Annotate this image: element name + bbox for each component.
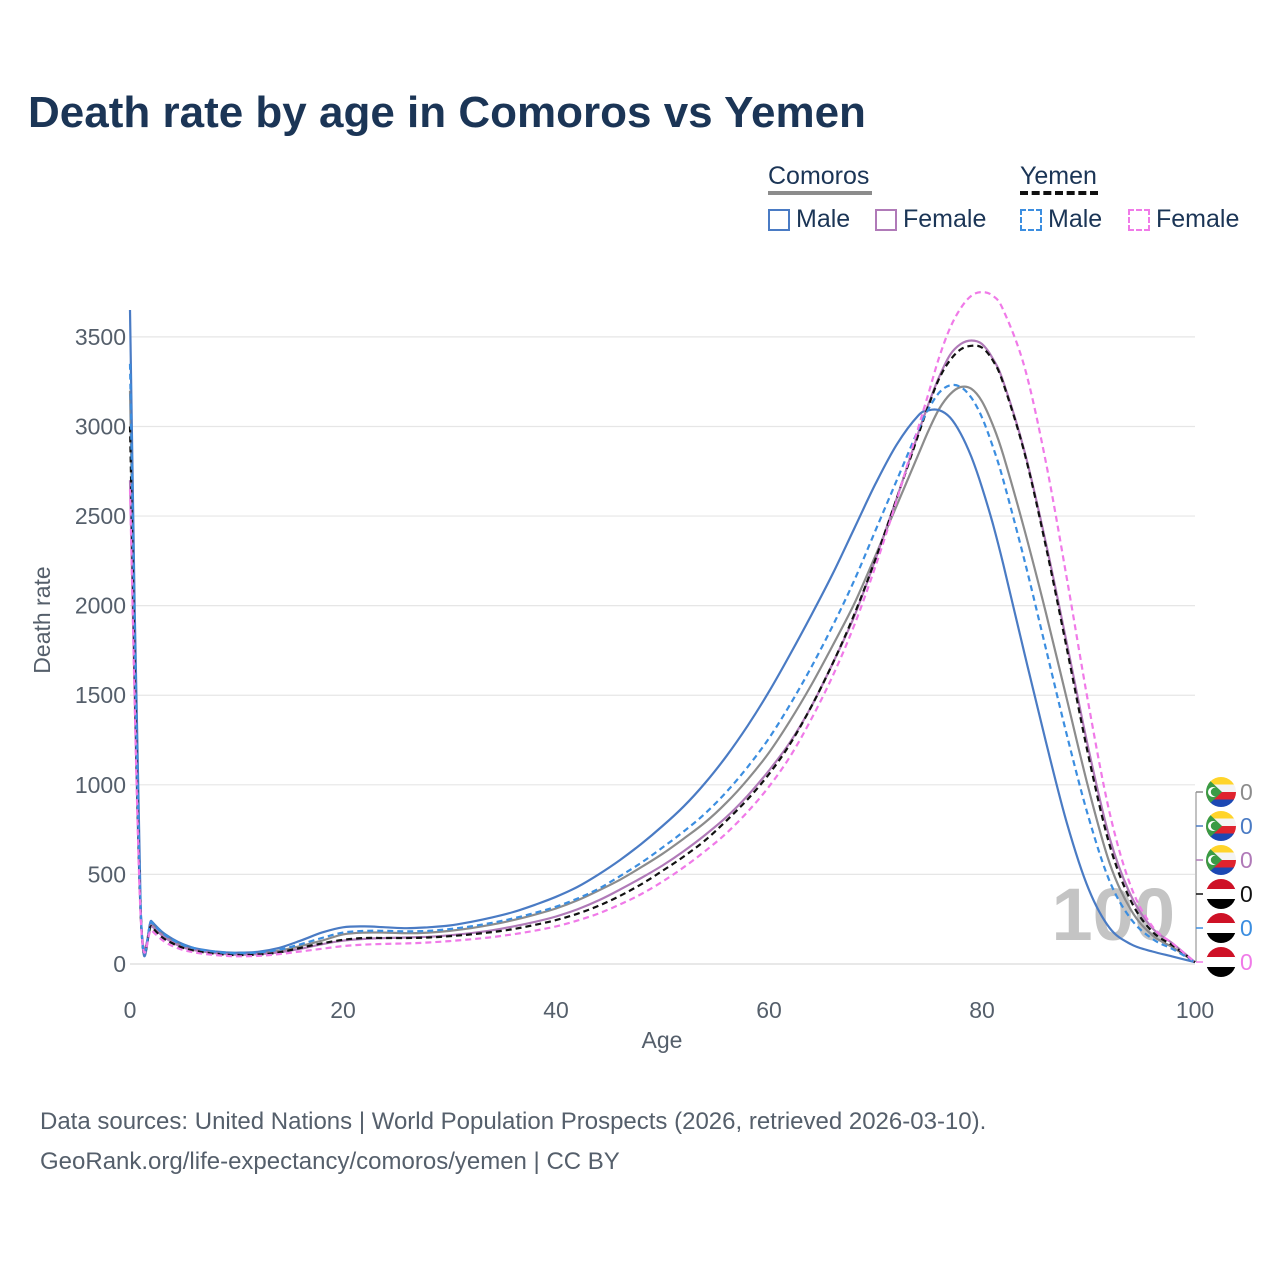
comoros-flag-icon [1206,811,1236,841]
end-label-value: 0 [1240,881,1253,907]
end-label-value: 0 [1240,949,1253,975]
legend-swatch [1020,208,1042,231]
axes: 0 500 1000 1500 2000 2500 3000 3500 0 20 40 60 80 100 [75,324,1214,1023]
legend-swatch [768,208,790,231]
yemen-flag-icon [1206,879,1236,909]
y-tick-label: 1500 [75,682,126,708]
legend-group-yemen[interactable]: Yemen [1020,162,1097,190]
comoros-flag-icon [1206,845,1236,875]
y-tick-label: 1000 [75,772,126,798]
y-tick-label: 2500 [75,503,126,529]
page-title: Death rate by age in Comoros vs Yemen [28,88,866,137]
y-tick-label: 3000 [75,413,126,439]
legend-line-comoros [768,191,872,195]
x-axis-label: Age [642,1027,683,1053]
y-tick-label: 0 [113,951,126,977]
legend-item-yemen-female[interactable]: Female [1128,205,1239,234]
series-line-yemen-female[interactable] [128,290,1196,964]
legend-swatch [875,208,897,231]
year-watermark-group: 100 [1052,873,1175,956]
legend-label: Female [903,205,987,233]
year-watermark: 100 [1052,873,1175,956]
x-tick-label: 0 [124,997,137,1023]
end-label-value: 0 [1240,779,1253,805]
yemen-flag-icon [1206,947,1236,977]
legend-label: Male [796,205,851,233]
series-line-yemen-total[interactable] [128,344,1196,964]
x-tick-label: 80 [969,997,995,1023]
end-label-value: 0 [1240,847,1253,873]
end-label-value: 0 [1240,915,1253,941]
y-tick-label: 500 [88,861,126,887]
series-line-yemen-male[interactable] [128,363,1196,964]
end-label-value: 0 [1240,813,1253,839]
legend-item-comoros-male[interactable]: Male [768,205,850,234]
grid [130,336,1195,876]
x-tick-label: 60 [756,997,782,1023]
legend-label: Male [1048,205,1103,233]
legend-label: Female [1156,205,1240,233]
yemen-flag-icon [1206,913,1236,943]
x-tick-label: 100 [1176,997,1214,1023]
y-tick-label: 3500 [75,324,126,350]
legend-line-yemen [1020,191,1098,195]
x-tick-label: 20 [330,997,356,1023]
footer-source: Data sources: United Nations | World Pop… [40,1108,987,1135]
y-tick-label: 2000 [75,593,126,619]
comoros-flag-icon [1206,777,1236,807]
legend-item-comoros-female[interactable]: Female [875,205,986,234]
series-group [128,290,1196,964]
legend-swatch [1128,208,1150,231]
x-tick-label: 40 [543,997,569,1023]
end-labels: 0 0 0 0 0 0 [1195,777,1253,977]
series-line-comoros-total[interactable] [128,385,1196,964]
series-line-comoros-female[interactable] [128,339,1196,964]
legend-item-yemen-male[interactable]: Male [1020,205,1102,234]
legend-group-comoros[interactable]: Comoros [768,162,870,190]
y-axis-label: Death rate [29,566,55,673]
footer-attribution[interactable]: GeoRank.org/life-expectancy/comoros/yeme… [40,1148,620,1175]
